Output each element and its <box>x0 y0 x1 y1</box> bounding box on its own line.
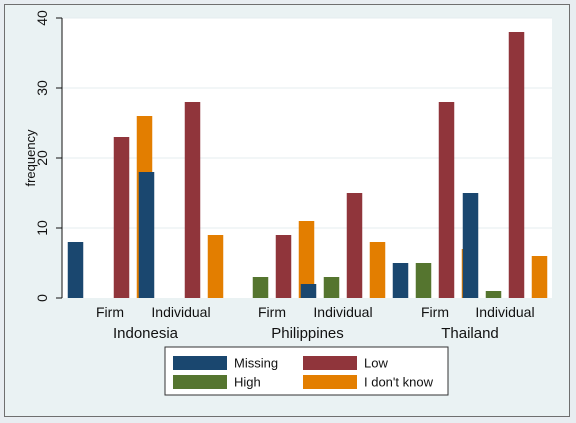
bar-missing-indonesia-firm <box>67 242 84 298</box>
y-tick-label: 10 <box>34 220 50 236</box>
x-labels: Firm Individual Indonesia Firm Individual Phi… <box>96 304 535 342</box>
bar-low-thailand-individual <box>508 32 525 298</box>
bar-i-don-t-know-thailand-individual <box>531 256 548 298</box>
legend-swatch <box>173 375 227 389</box>
bar-missing-indonesia-individual <box>138 172 155 298</box>
legend-label: High <box>234 375 261 390</box>
bar-low-philippines-firm <box>275 235 292 298</box>
bar-i-don-t-know-philippines-firm <box>298 221 315 298</box>
bar-high-philippines-firm <box>252 277 269 298</box>
x-group-label: Thailand <box>441 325 499 342</box>
legend-label: I don't know <box>364 375 434 390</box>
x-group-label: Philippines <box>271 325 344 342</box>
bar-i-don-t-know-indonesia-individual <box>207 235 224 298</box>
legend-swatch <box>303 356 357 370</box>
y-tick-label: 30 <box>34 80 50 96</box>
bars <box>67 32 548 298</box>
bar-high-thailand-firm <box>415 263 432 298</box>
y-tick-label: 0 <box>34 294 50 302</box>
x-sublabel: Individual <box>151 304 210 320</box>
x-sublabel: Firm <box>421 304 449 320</box>
legend-swatch <box>303 375 357 389</box>
bar-low-indonesia-individual <box>184 102 201 298</box>
bar-missing-thailand-individual <box>462 193 479 298</box>
legend-label: Missing <box>234 356 278 371</box>
x-sublabel: Firm <box>96 304 124 320</box>
bar-low-thailand-firm <box>438 102 455 298</box>
x-sublabel: Individual <box>313 304 372 320</box>
y-tick-label: 40 <box>34 10 50 26</box>
x-sublabel: Firm <box>258 304 286 320</box>
bar-high-philippines-individual <box>323 277 340 298</box>
bar-missing-philippines-individual <box>300 284 317 298</box>
legend: Missing Low High I don't know <box>164 346 449 396</box>
legend-label: Low <box>364 356 388 371</box>
bar-missing-thailand-firm <box>392 263 409 298</box>
x-group-label: Indonesia <box>113 325 179 342</box>
x-sublabel: Individual <box>475 304 534 320</box>
bar-high-thailand-individual <box>485 291 502 298</box>
legend-swatch <box>173 356 227 370</box>
y-ticks: 0 10 20 30 40 <box>34 10 62 302</box>
y-tick-label: 20 <box>34 150 50 166</box>
bar-low-philippines-individual <box>346 193 363 298</box>
y-axis-label: frequency <box>23 129 38 187</box>
bar-i-don-t-know-philippines-individual <box>369 242 386 298</box>
bar-low-indonesia-firm <box>113 137 130 298</box>
